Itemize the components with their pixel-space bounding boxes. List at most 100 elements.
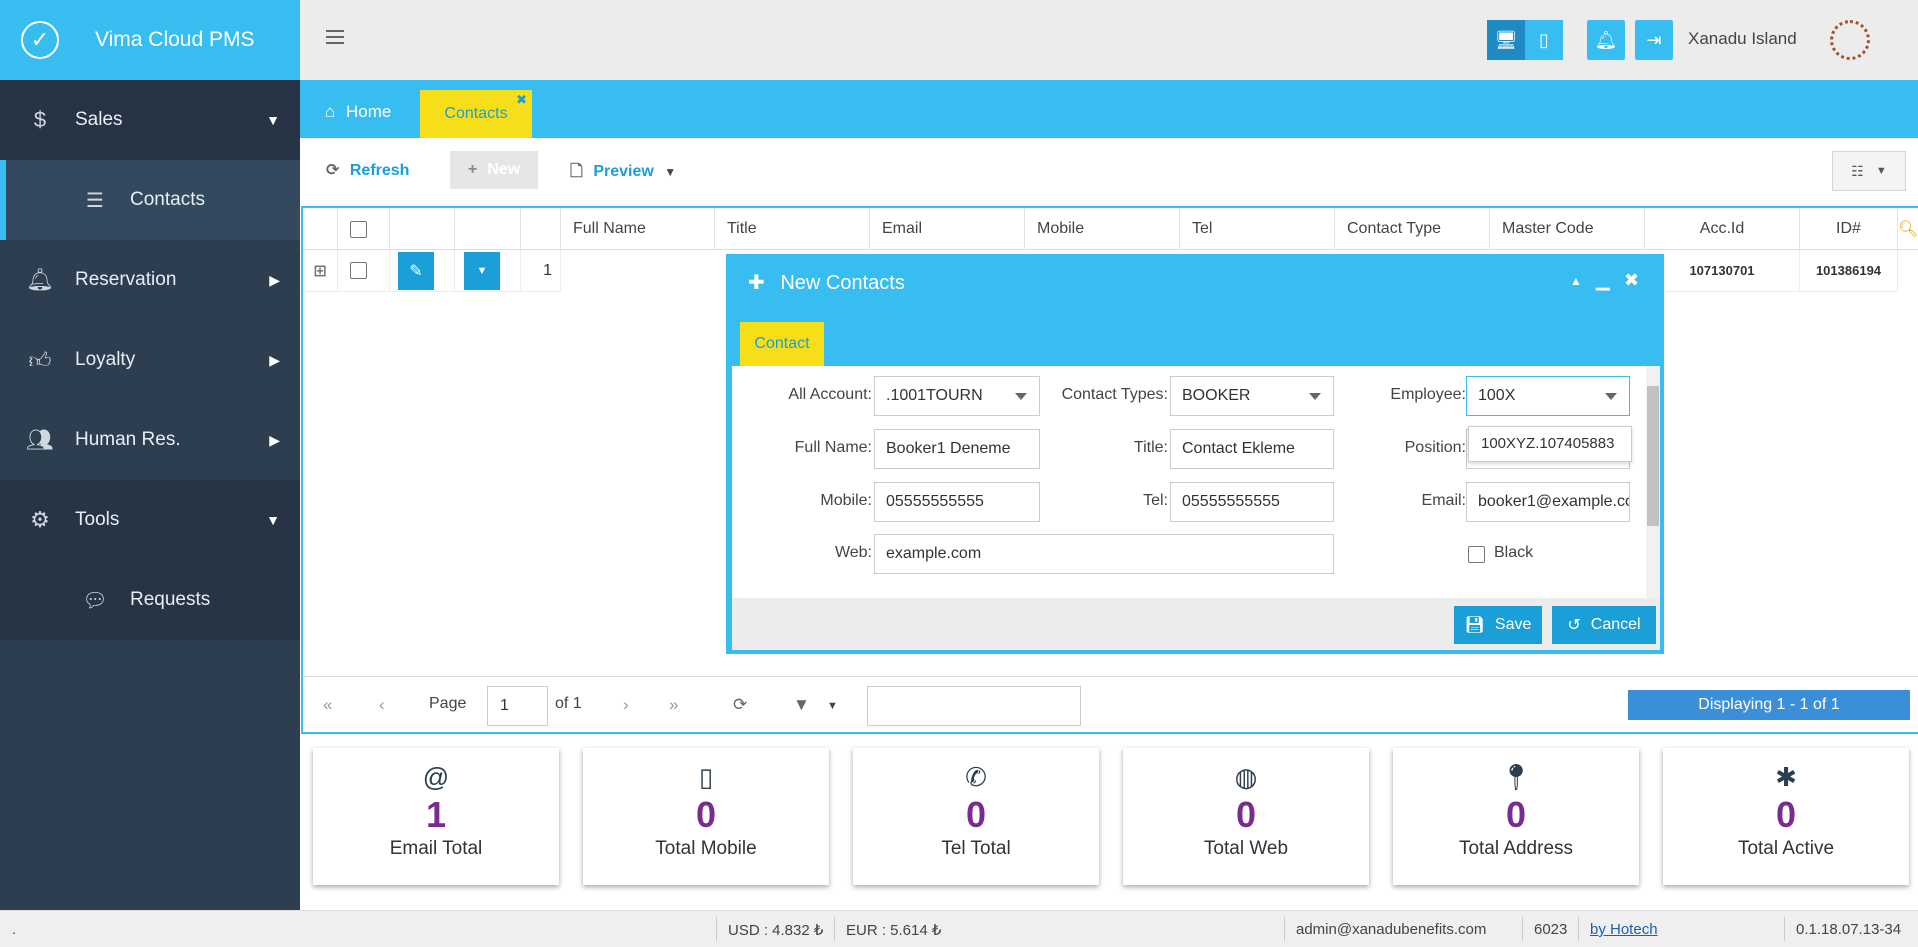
last-page-icon[interactable]: » bbox=[669, 695, 679, 714]
tab-strip: ⌂ Home Contacts ✖ bbox=[300, 80, 1918, 138]
grid-header: Full Name Title Email Mobile Tel Contact… bbox=[303, 208, 1918, 250]
page-input[interactable]: 1 bbox=[487, 686, 548, 726]
col-title[interactable]: Title bbox=[715, 208, 870, 250]
sidebar-item-sales[interactable]: $ Sales ▼ bbox=[0, 80, 300, 160]
session-code: 6023 bbox=[1534, 921, 1568, 938]
reload-icon[interactable]: ⟳ bbox=[733, 695, 748, 714]
first-page-icon[interactable]: « bbox=[323, 695, 333, 714]
dialog-title-text: New Contacts bbox=[780, 272, 905, 294]
tab-contacts[interactable]: Contacts ✖ bbox=[420, 90, 532, 138]
hotel-name[interactable]: Xanadu Island bbox=[1688, 29, 1797, 48]
col-acc-id[interactable]: Acc.Id bbox=[1645, 208, 1800, 250]
tel-input[interactable]: 05555555555 bbox=[1170, 482, 1334, 522]
col-mobile[interactable]: Mobile bbox=[1025, 208, 1180, 250]
black-checkbox[interactable] bbox=[1468, 546, 1485, 563]
all-account-select[interactable]: .1001TOURN bbox=[874, 376, 1040, 416]
tab-home[interactable]: ⌂ Home bbox=[325, 102, 391, 122]
prev-page-icon[interactable]: ‹ bbox=[379, 695, 385, 714]
cancel-button[interactable]: ↺ Cancel bbox=[1552, 606, 1656, 644]
next-page-icon[interactable]: › bbox=[623, 695, 629, 714]
web-label: Web: bbox=[834, 544, 872, 561]
list-icon: ☰ bbox=[86, 189, 104, 212]
displaying-info: Displaying 1 - 1 of 1 bbox=[1628, 690, 1910, 720]
close-tab-icon[interactable]: ✖ bbox=[516, 92, 527, 107]
sidebar-item-label: Tools bbox=[75, 509, 120, 530]
dialog-title: ✚ New Contacts bbox=[748, 270, 905, 295]
brand: ✓ Vima Cloud PMS bbox=[0, 0, 300, 80]
hotel-logo-icon[interactable] bbox=[1830, 20, 1870, 60]
select-all-checkbox[interactable] bbox=[350, 220, 367, 238]
filter-icon[interactable]: ▼ bbox=[793, 695, 810, 714]
minimize-icon[interactable]: ▁ bbox=[1596, 270, 1610, 290]
hamburger-menu-icon[interactable] bbox=[326, 30, 344, 48]
column-settings-button[interactable]: ☷ ▼ bbox=[1832, 151, 1906, 191]
black-label: Black bbox=[1494, 544, 1534, 561]
title-label: Title: bbox=[1133, 439, 1168, 456]
at-icon: @ bbox=[422, 762, 450, 792]
sidebar-item-tools[interactable]: ⚙ Tools ▼ bbox=[0, 480, 300, 560]
dialog-scrollbar[interactable] bbox=[1646, 366, 1660, 598]
row-menu-button[interactable]: ▼ bbox=[464, 251, 500, 290]
edit-row-button[interactable]: ✎ bbox=[398, 251, 434, 290]
notifications-button[interactable]: 🔔︎ bbox=[1587, 20, 1625, 60]
bell-icon: 🔔︎ bbox=[1594, 29, 1618, 50]
caret-down-icon[interactable]: ▼ bbox=[827, 700, 838, 712]
refresh-button[interactable]: ⟳ Refresh bbox=[326, 160, 409, 180]
mobile-input[interactable]: 05555555555 bbox=[874, 482, 1040, 522]
plus-icon: + bbox=[467, 161, 478, 178]
search-icon[interactable]: 🔍︎ bbox=[1898, 221, 1918, 238]
stat-card-active: ✱ 0 Total Active bbox=[1663, 748, 1909, 885]
desktop-view-button[interactable]: 🖥︎ bbox=[1487, 20, 1525, 60]
web-input[interactable]: example.com bbox=[874, 534, 1334, 574]
sidebar-item-contacts[interactable]: ☰ Contacts bbox=[0, 160, 300, 240]
desktop-icon: 🖥︎ bbox=[1494, 29, 1518, 50]
contact-types-select[interactable]: BOOKER bbox=[1170, 376, 1334, 416]
col-tel[interactable]: Tel bbox=[1180, 208, 1335, 250]
col-contact-type[interactable]: Contact Type bbox=[1335, 208, 1490, 250]
preview-button[interactable]: 🗋︎ Preview ▼ bbox=[570, 160, 676, 187]
file-icon: 🗋︎ bbox=[570, 163, 583, 180]
col-full-name[interactable]: Full Name bbox=[561, 208, 715, 250]
collapse-icon[interactable]: ▲ bbox=[1570, 274, 1582, 288]
caret-down-icon: ▼ bbox=[1875, 165, 1887, 177]
expand-row-icon[interactable]: ⊞ bbox=[303, 250, 338, 292]
col-master-code[interactable]: Master Code bbox=[1490, 208, 1645, 250]
stat-label: Total Active bbox=[1737, 838, 1835, 859]
sidebar-item-loyalty[interactable]: 👍︎ Loyalty ▶ bbox=[0, 320, 300, 400]
full-name-input[interactable]: Booker1 Deneme bbox=[874, 429, 1040, 469]
email-input[interactable]: booker1@example.com bbox=[1466, 482, 1630, 522]
pager-search-input[interactable] bbox=[867, 686, 1081, 726]
contacts-grid: Full Name Title Email Mobile Tel Contact… bbox=[301, 206, 1918, 676]
stat-card-web: ◍ 0 Total Web bbox=[1123, 748, 1369, 885]
sidebar-item-human-res[interactable]: 👥︎ Human Res. ▶ bbox=[0, 400, 300, 480]
caret-down-icon: ▼ bbox=[664, 165, 677, 179]
scrollbar-thumb[interactable] bbox=[1647, 386, 1659, 526]
mobile-view-button[interactable]: ▯ bbox=[1525, 20, 1563, 60]
employee-combo[interactable]: 100X bbox=[1466, 376, 1630, 416]
by-hotech-link[interactable]: by Hotech bbox=[1590, 921, 1658, 938]
sidebar-item-label: Human Res. bbox=[75, 429, 181, 450]
new-button[interactable]: + New bbox=[450, 151, 538, 189]
dialog-tab-contact[interactable]: Contact bbox=[740, 322, 824, 366]
stat-value: 0 bbox=[1775, 794, 1797, 835]
save-button[interactable]: 💾︎ Save bbox=[1454, 606, 1542, 644]
employee-suggestion-item[interactable]: 100XYZ.107405883 bbox=[1468, 426, 1632, 462]
users-icon: 👥︎ bbox=[26, 427, 54, 452]
stat-card-mobile: ▯ 0 Total Mobile bbox=[583, 748, 829, 885]
gears-icon: ⚙ bbox=[30, 507, 50, 532]
cancel-label: Cancel bbox=[1590, 616, 1641, 633]
pencil-icon: ✎ bbox=[409, 262, 423, 280]
title-input[interactable]: Contact Ekleme bbox=[1170, 429, 1334, 469]
sidebar-item-reservation[interactable]: 🔔︎ Reservation ▶ bbox=[0, 240, 300, 320]
col-email[interactable]: Email bbox=[870, 208, 1025, 250]
logout-button[interactable]: ⇥ bbox=[1635, 20, 1673, 60]
stat-label: Total Web bbox=[1203, 838, 1289, 859]
tab-label: Contacts bbox=[444, 105, 508, 122]
status-dot: . bbox=[12, 921, 17, 938]
col-id[interactable]: ID# bbox=[1800, 208, 1898, 250]
select-all-cell bbox=[338, 208, 390, 250]
sidebar-item-requests[interactable]: 💬︎ Requests bbox=[0, 560, 300, 640]
close-icon[interactable]: ✖ bbox=[1624, 270, 1640, 290]
row-checkbox[interactable] bbox=[350, 262, 367, 279]
edit-cell: ✎ bbox=[390, 250, 455, 292]
